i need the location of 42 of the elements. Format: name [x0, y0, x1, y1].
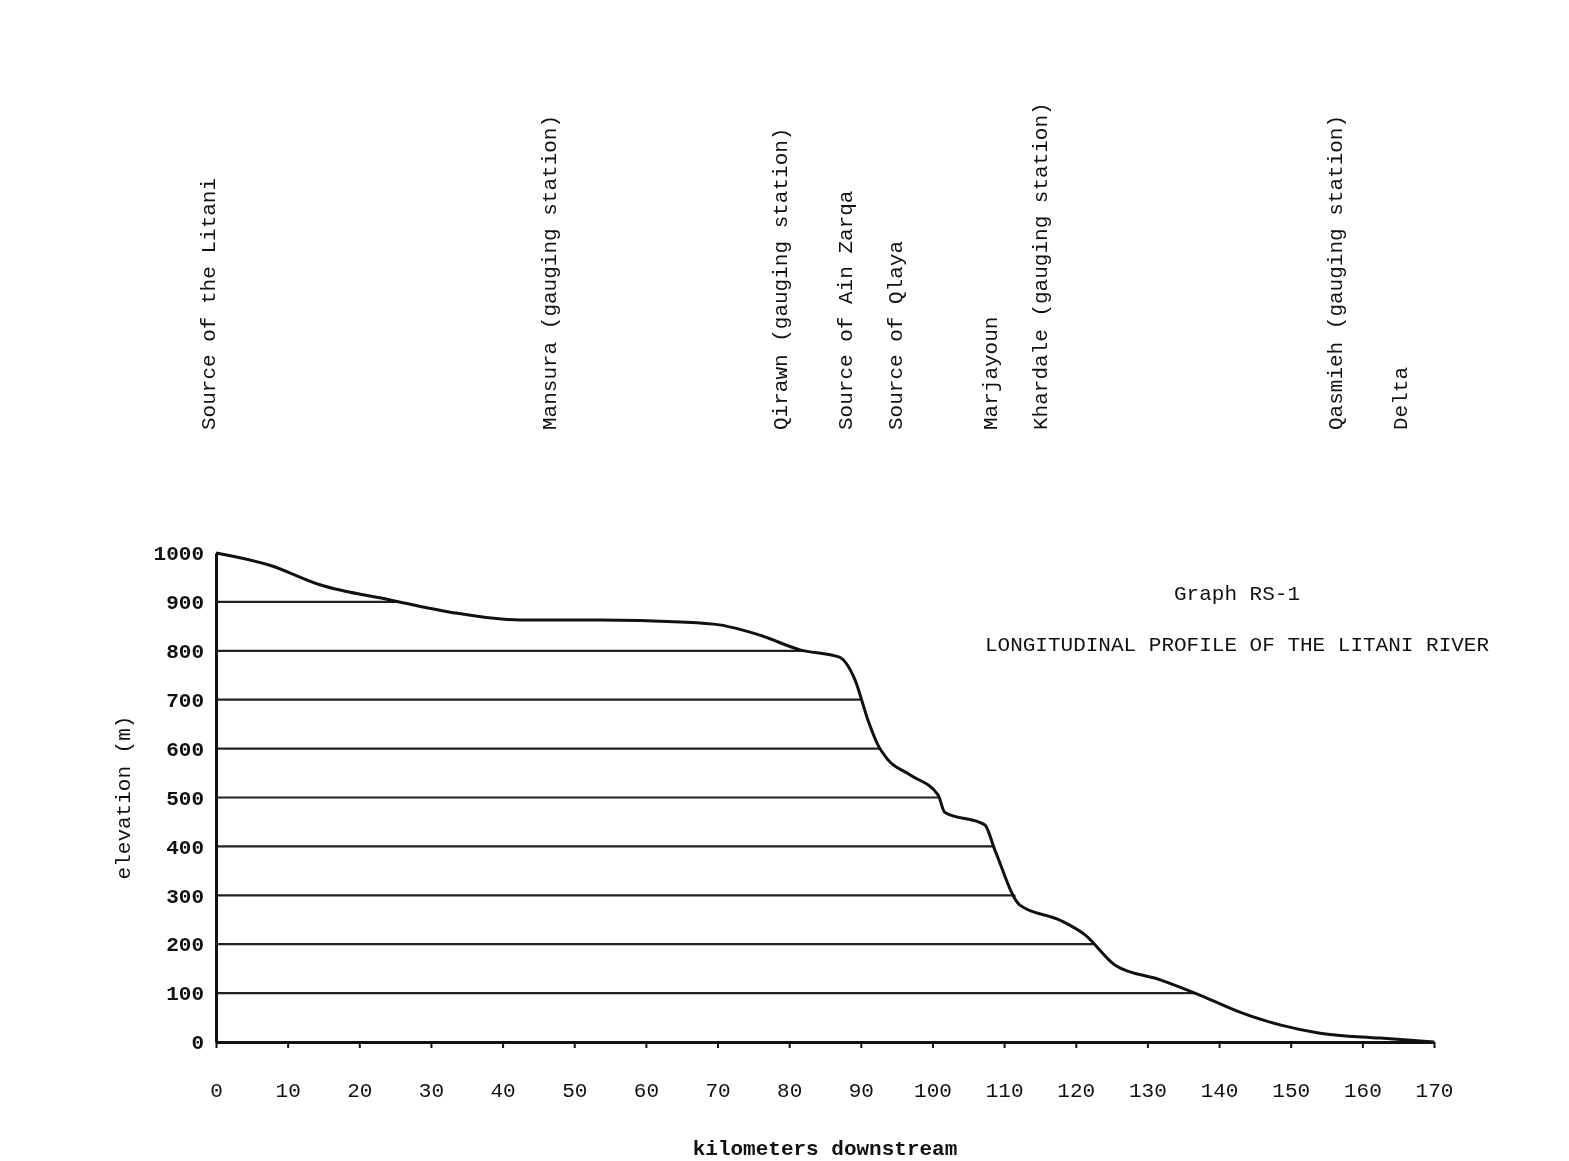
x-tick-label: 100: [914, 1080, 952, 1104]
y-tick-label: 900: [166, 592, 204, 616]
y-tick-label: 300: [166, 885, 204, 909]
x-tick-label: 80: [777, 1080, 803, 1104]
y-tick-label: 800: [166, 641, 204, 665]
text: Mansura (gauging station): [539, 114, 563, 430]
y-tick-label: 700: [166, 689, 204, 713]
x-tick-label: 70: [705, 1080, 731, 1104]
text: Delta: [1390, 366, 1414, 430]
text: Qasmieh (gauging station): [1325, 114, 1349, 430]
y-tick-label: 200: [166, 934, 204, 958]
text: Graph RS-1: [1173, 583, 1301, 606]
x-tick-label: 110: [985, 1080, 1024, 1104]
x-tick-label: 30: [418, 1080, 445, 1104]
source-note: Source of Qlaya: [885, 240, 909, 430]
text: Khardale (gauging station): [1030, 102, 1054, 430]
y-tick-label: 0: [191, 1032, 204, 1056]
x-tick-label: 170: [1415, 1080, 1454, 1104]
source-note: Source of the Litani: [198, 177, 222, 430]
y-tick-label: 100: [166, 983, 204, 1007]
x-tick-label: 20: [347, 1080, 373, 1104]
x-tick-label: 0: [210, 1080, 223, 1104]
x-tick-label: 130: [1129, 1080, 1167, 1104]
x-tick-label: 160: [1343, 1080, 1382, 1104]
text: LONGITUDINAL PROFILE OF THE LITANI RIVER: [984, 634, 1490, 657]
x-tick-label: 90: [848, 1080, 874, 1104]
source-note: Source of Ain Zarqa: [835, 190, 859, 430]
y-axis-title: elevation (m): [113, 715, 136, 880]
y-tick-label: 400: [166, 836, 204, 860]
y-tick-label: 1000: [153, 543, 204, 567]
x-tick-label: 140: [1200, 1080, 1239, 1104]
text: Qirawn (gauging station): [770, 127, 794, 430]
text: Marjayoun: [980, 316, 1004, 430]
y-tick-label: 600: [166, 738, 204, 762]
x-tick-label: 60: [633, 1080, 659, 1104]
x-tick-label: 120: [1057, 1080, 1096, 1104]
x-tick-label: 50: [562, 1080, 588, 1104]
y-tick-label: 500: [166, 787, 204, 811]
x-axis-title: kilometers downstream: [692, 1138, 958, 1161]
x-tick-label: 150: [1272, 1080, 1311, 1104]
x-tick-label: 40: [490, 1080, 516, 1104]
x-tick-label: 10: [275, 1080, 301, 1104]
